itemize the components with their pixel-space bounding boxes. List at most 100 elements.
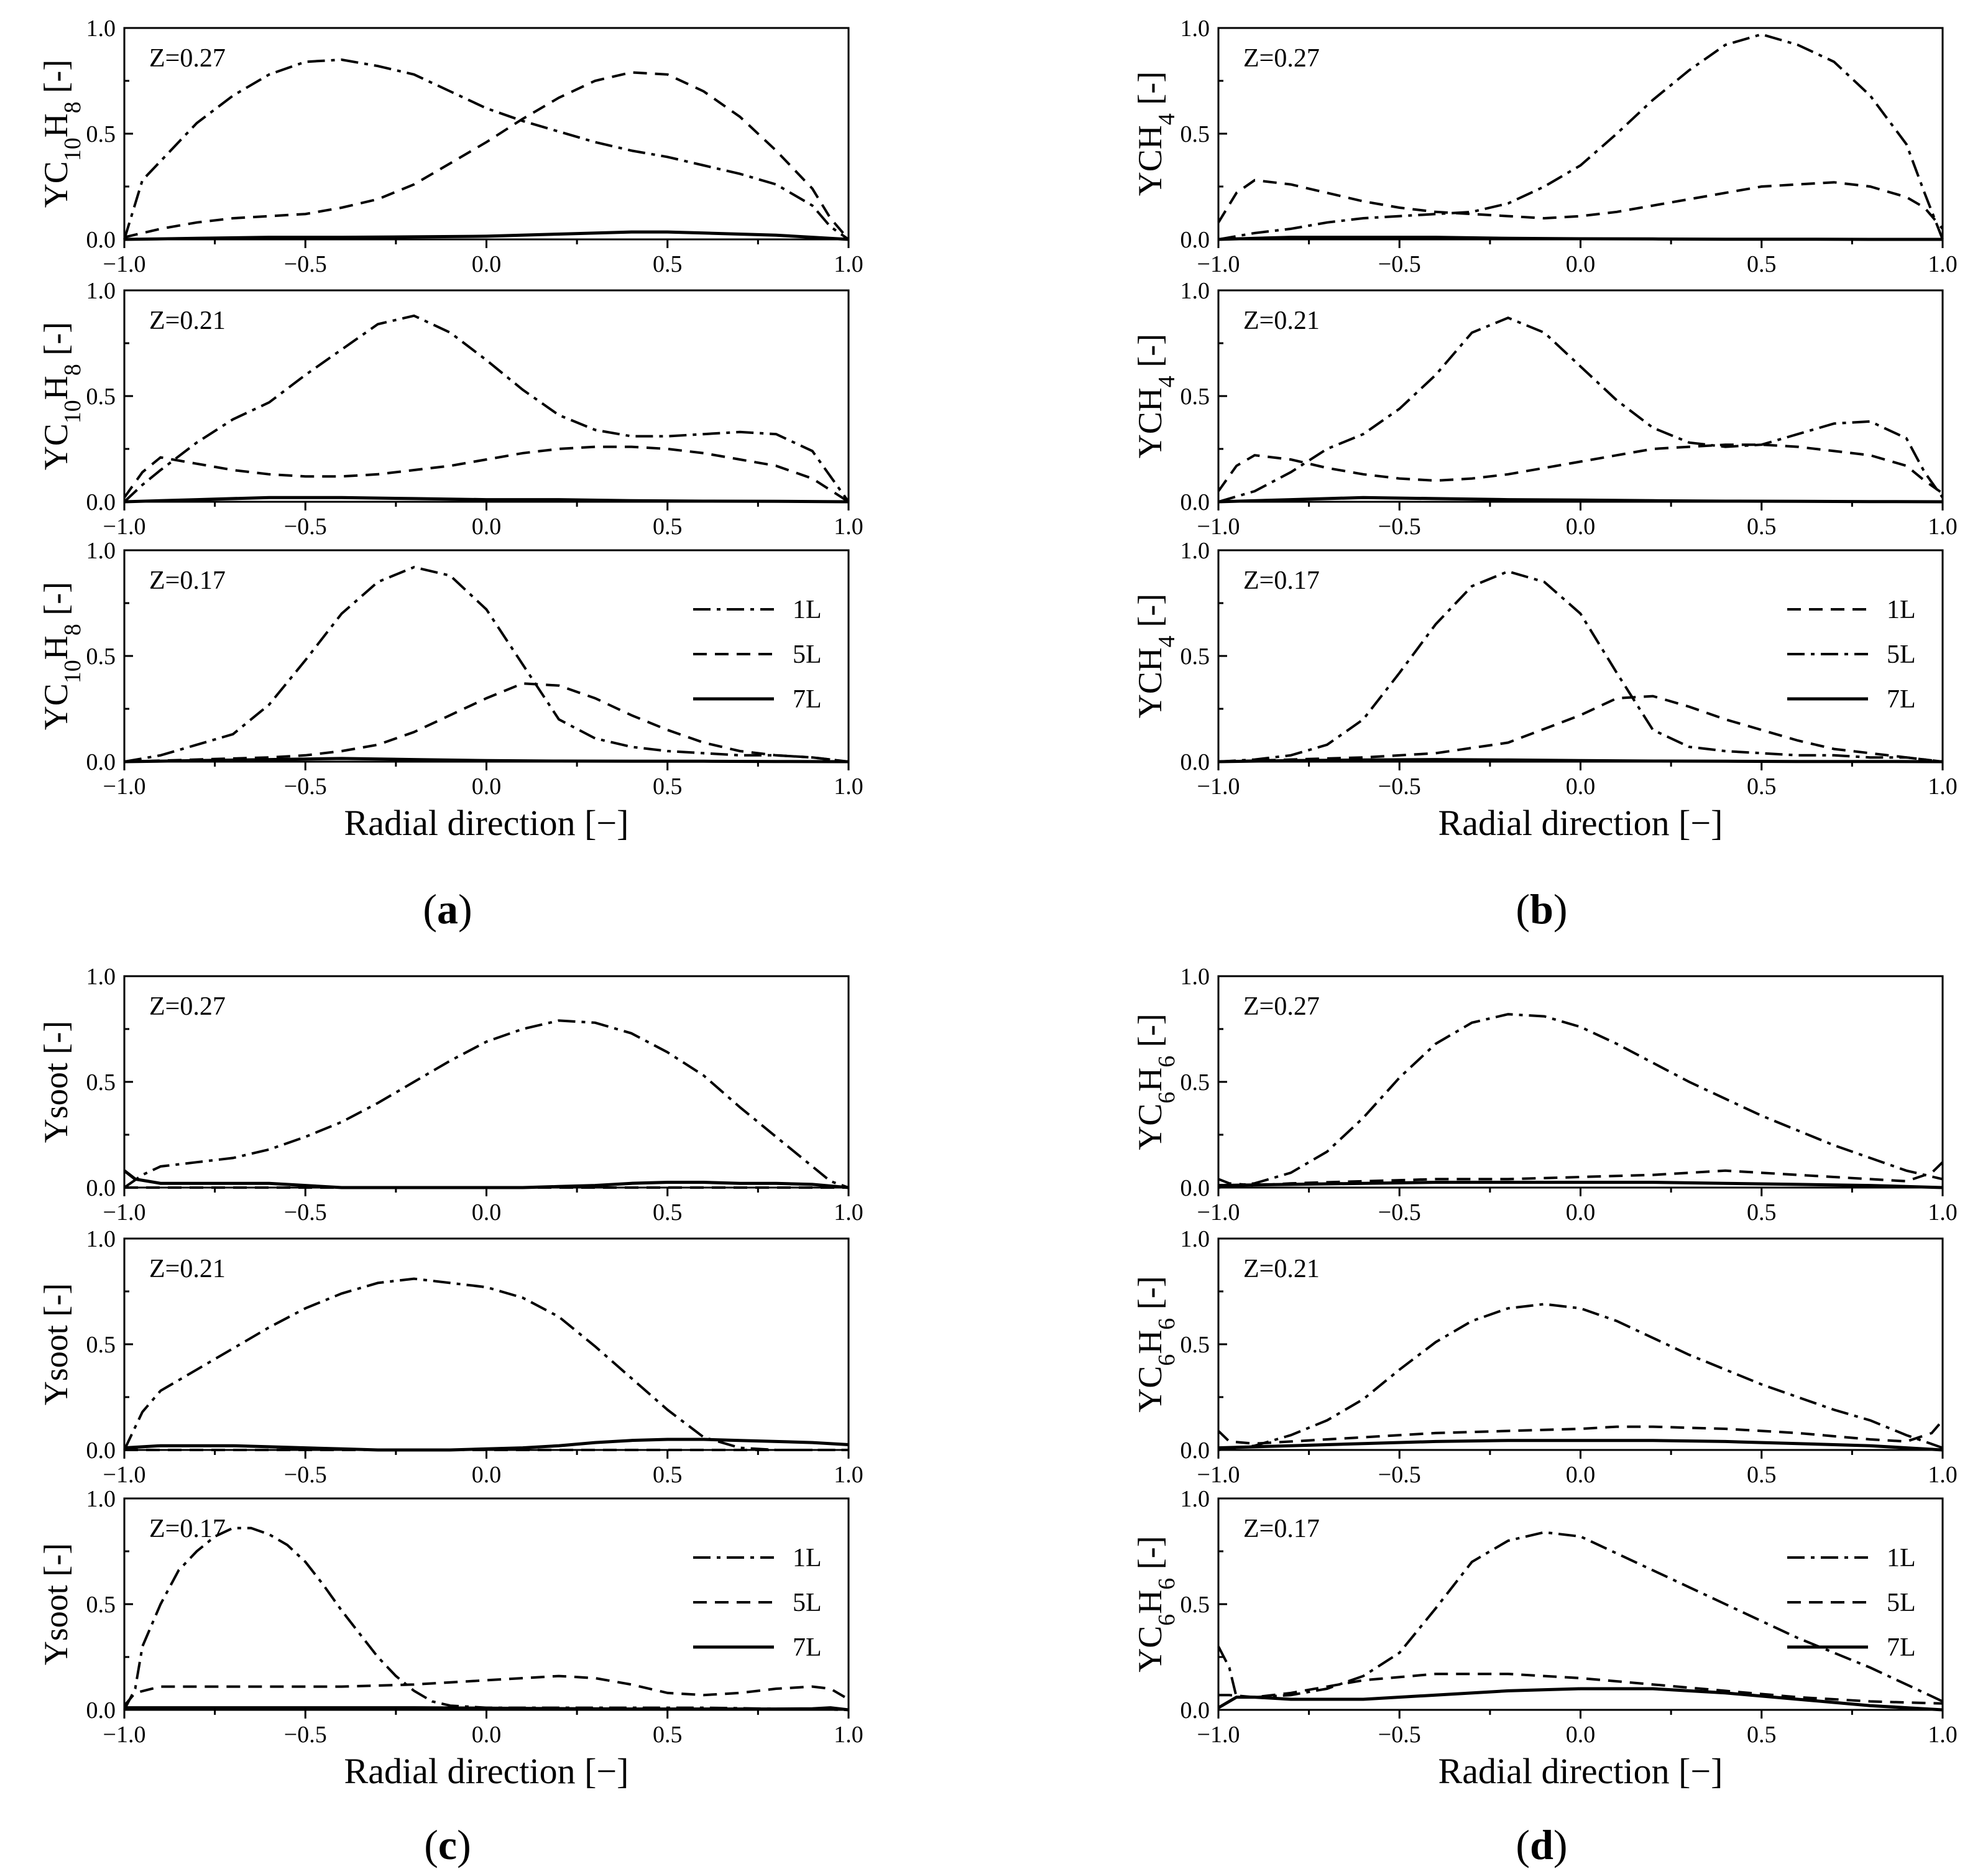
y-axis-label: YCH4 [-] <box>1131 72 1180 196</box>
z-annotation: Z=0.17 <box>1243 1515 1320 1543</box>
x-tick-label: 1.0 <box>1928 1722 1958 1748</box>
plot-frame <box>1217 289 1944 503</box>
y-axis-label: YCH4 [-] <box>1131 334 1180 458</box>
y-tick-label: 0.5 <box>1180 1592 1210 1618</box>
y-tick-label: 0.0 <box>86 1438 116 1464</box>
series-line-dash <box>1218 1673 1943 1705</box>
series-line-solid <box>124 757 849 764</box>
z-annotation: Z=0.27 <box>1243 44 1320 73</box>
x-axis-label: Radial direction [−] <box>1438 1751 1723 1791</box>
panel-caption: (d) <box>1516 1821 1567 1868</box>
x-axis-label: Radial direction [−] <box>344 803 629 843</box>
z-annotation: Z=0.27 <box>1243 992 1320 1021</box>
x-tick-label: 1.0 <box>1928 773 1958 800</box>
x-tick-label: −1.0 <box>1197 1722 1240 1748</box>
y-tick-label: 0.0 <box>86 227 116 253</box>
series-line-solid <box>123 1169 849 1189</box>
y-tick-label: 0.0 <box>1180 227 1210 253</box>
y-tick-label: 0.0 <box>1180 1175 1210 1201</box>
series-line-dashdot <box>1218 316 1944 503</box>
y-axis-label: YC6H6 [-] <box>1131 1536 1180 1672</box>
x-tick-label: 0.5 <box>1747 1199 1777 1225</box>
x-tick-label: −0.5 <box>1378 773 1421 800</box>
x-tick-label: 1.0 <box>834 514 863 540</box>
x-tick-label: 0.5 <box>1747 773 1777 800</box>
y-tick-label: 1.0 <box>86 278 116 304</box>
y-tick-label: 1.0 <box>86 964 116 990</box>
x-tick-label: 0.5 <box>653 514 683 540</box>
z-annotation: Z=0.21 <box>149 1255 226 1283</box>
x-tick-label: −0.5 <box>1378 1199 1421 1225</box>
plot-frame <box>123 975 850 1189</box>
y-tick-label: 0.5 <box>1180 1069 1210 1096</box>
y-tick-label: 0.5 <box>86 384 116 410</box>
y-axis-label: Ysoot [-] <box>37 1283 75 1405</box>
subplot-c-3: 0.0 0.5 1.0 −1.0 −0.5 0.0 0.5 1.0 Ysoot [-] Z=0.1… <box>37 1486 863 1791</box>
series-line-solid <box>1217 1687 1943 1712</box>
subplot-b-2: 0.0 0.5 1.0 −1.0 −0.5 0.0 0.5 1.0 YCH4 [-] Z=0.21 <box>1131 278 1958 540</box>
plot-frame <box>1217 975 1944 1189</box>
series-line-dash <box>1217 443 1944 495</box>
z-annotation: Z=0.21 <box>149 307 226 335</box>
y-tick-label: 1.0 <box>1180 964 1210 990</box>
y-tick-label: 0.0 <box>1180 1438 1210 1464</box>
x-tick-label: −1.0 <box>1197 251 1240 277</box>
x-tick-label: −1.0 <box>1197 1462 1240 1488</box>
y-tick-label: 0.0 <box>1180 749 1210 775</box>
y-tick-label: 1.0 <box>86 1486 116 1512</box>
x-tick-label: −1.0 <box>1197 514 1240 540</box>
y-axis-label: YC6H6 [-] <box>1131 1276 1180 1412</box>
x-tick-label: 1.0 <box>834 251 863 277</box>
legend-label: 7L <box>793 685 822 714</box>
legend-label: 1L <box>793 1544 822 1572</box>
series-line-dashdot <box>123 58 850 241</box>
x-tick-label: −1.0 <box>103 514 146 540</box>
series-line-dashdot <box>123 1526 849 1711</box>
y-tick-label: 0.0 <box>86 1697 116 1724</box>
series-line-solid <box>1218 496 1943 504</box>
x-tick-label: −1.0 <box>103 251 146 277</box>
x-tick-label: −0.5 <box>284 773 327 800</box>
y-tick-label: 0.5 <box>1180 384 1210 410</box>
subplot-c-1: 0.0 0.5 1.0 −1.0 −0.5 0.0 0.5 1.0 Ysoot [-] Z=0.2… <box>37 964 863 1225</box>
x-tick-label: 0.0 <box>1566 514 1596 540</box>
x-tick-label: 1.0 <box>834 773 863 800</box>
x-tick-label: 0.0 <box>1566 251 1596 277</box>
y-tick-label: 1.0 <box>86 16 116 42</box>
x-tick-label: 0.5 <box>653 1722 683 1748</box>
series-line-dashdot <box>1218 1303 1943 1451</box>
legend-label: 5L <box>793 1589 822 1617</box>
y-tick-label: 1.0 <box>1180 16 1210 42</box>
plot-frame <box>1217 549 1944 763</box>
x-tick-label: −1.0 <box>103 1199 146 1225</box>
x-tick-label: 0.5 <box>653 1199 683 1225</box>
series-line-solid <box>124 1438 849 1452</box>
x-axis-label: Radial direction [−] <box>1438 803 1723 843</box>
panel-b: 0.0 0.5 1.0 −1.0 −0.5 0.0 0.5 1.0 YCH4 [-] Z=0.27… <box>1131 16 1958 933</box>
x-tick-label: −1.0 <box>1197 1199 1240 1225</box>
y-axis-label: YC10H8 [-] <box>37 322 86 470</box>
legend-label: 1L <box>793 596 822 624</box>
y-tick-label: 0.0 <box>86 489 116 515</box>
y-tick-label: 1.0 <box>1180 1226 1210 1252</box>
plot-frame <box>1217 27 1944 241</box>
x-tick-label: −1.0 <box>1197 773 1240 800</box>
plot-frame <box>123 549 850 763</box>
series-line-dash <box>1217 178 1944 230</box>
series-line-dash <box>1218 695 1943 763</box>
series-line-solid <box>1218 236 1943 241</box>
series-line-solid <box>124 1706 849 1712</box>
x-tick-label: 0.0 <box>472 514 502 540</box>
series-line-solid <box>1218 1181 1943 1189</box>
x-tick-label: 0.0 <box>1566 1199 1596 1225</box>
x-tick-label: 0.0 <box>472 251 502 277</box>
y-tick-label: 0.0 <box>1180 1697 1210 1724</box>
x-tick-label: −1.0 <box>103 1462 146 1488</box>
y-tick-label: 0.5 <box>1180 644 1210 670</box>
x-tick-label: 1.0 <box>834 1462 863 1488</box>
legend-label: 5L <box>1887 640 1916 669</box>
